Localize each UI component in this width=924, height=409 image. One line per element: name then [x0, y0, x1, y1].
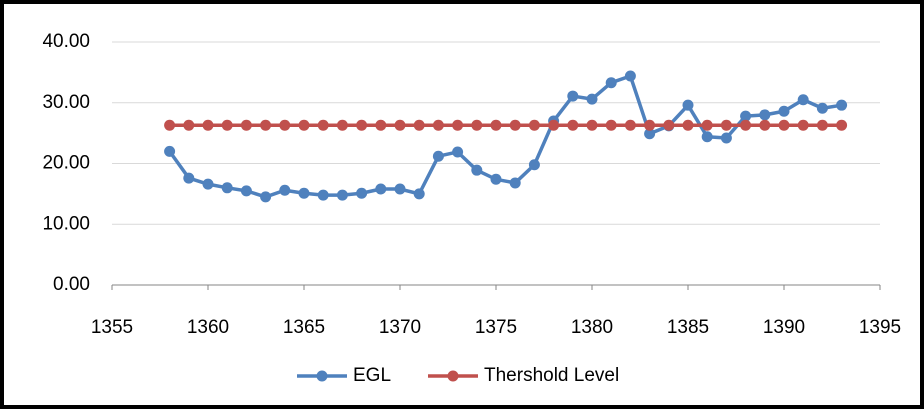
series-marker	[720, 132, 732, 144]
series-marker	[260, 119, 272, 131]
series-marker	[413, 188, 425, 200]
series-marker	[567, 90, 579, 102]
series-marker	[298, 119, 310, 131]
x-tick-label: 1375	[475, 317, 517, 338]
series-marker	[202, 178, 214, 190]
series-marker	[797, 119, 809, 131]
series-marker	[260, 191, 272, 203]
series-marker	[509, 177, 521, 189]
series-marker	[740, 110, 752, 122]
series-marker	[816, 102, 828, 114]
series-marker	[471, 119, 483, 131]
series-marker	[336, 119, 348, 131]
y-tick-label: 20.00	[42, 153, 90, 174]
series-marker	[797, 94, 809, 106]
series-marker	[605, 77, 617, 89]
series-marker	[183, 119, 195, 131]
x-tick-label: 1390	[763, 317, 805, 338]
series-marker	[452, 146, 464, 158]
series-marker	[586, 119, 598, 131]
series-marker	[375, 119, 387, 131]
series-marker	[624, 119, 636, 131]
series-marker	[317, 189, 329, 201]
series-marker	[720, 119, 732, 131]
series-marker	[778, 119, 790, 131]
series-marker	[509, 119, 521, 131]
series-marker	[816, 119, 828, 131]
y-tick-label: 40.00	[42, 31, 90, 52]
series-marker	[221, 119, 233, 131]
series-marker	[605, 119, 617, 131]
series-marker	[317, 119, 329, 131]
series-marker	[471, 164, 483, 176]
legend-marker	[447, 370, 459, 382]
series-marker	[164, 145, 176, 157]
series-marker	[836, 119, 848, 131]
series-marker	[183, 172, 195, 184]
series-marker	[394, 119, 406, 131]
legend-label: EGL	[353, 365, 391, 386]
series-marker	[778, 105, 790, 117]
series-marker	[240, 185, 252, 197]
series-marker	[567, 119, 579, 131]
series-marker	[644, 128, 656, 140]
series-marker	[701, 119, 713, 131]
series-marker	[740, 119, 752, 131]
series-marker	[548, 119, 560, 131]
series-marker	[279, 119, 291, 131]
series-marker	[164, 119, 176, 131]
x-tick-label: 1385	[667, 317, 709, 338]
x-tick-label: 1355	[91, 317, 133, 338]
series-marker	[759, 109, 771, 121]
y-tick-label: 10.00	[42, 213, 90, 234]
series-marker	[759, 119, 771, 131]
x-tick-label: 1395	[859, 317, 901, 338]
series-marker	[624, 70, 636, 82]
series-marker	[298, 187, 310, 199]
x-tick-label: 1365	[283, 317, 325, 338]
series-marker	[663, 119, 675, 131]
series-marker	[279, 184, 291, 196]
legend-marker	[316, 370, 328, 382]
series-marker	[490, 173, 502, 185]
series-marker	[452, 119, 464, 131]
series-marker	[394, 183, 406, 195]
series-marker	[432, 150, 444, 162]
series-marker	[356, 119, 368, 131]
legend-label: Thershold Level	[484, 365, 619, 386]
series-marker	[528, 119, 540, 131]
series-marker	[682, 99, 694, 111]
series-marker	[356, 187, 368, 199]
x-tick-label: 1380	[571, 317, 613, 338]
series-marker	[221, 182, 233, 194]
x-tick-label: 1370	[379, 317, 421, 338]
series-marker	[432, 119, 444, 131]
series-marker	[336, 189, 348, 201]
series-marker	[528, 159, 540, 171]
series-marker	[202, 119, 214, 131]
series-marker	[413, 119, 425, 131]
series-marker	[586, 93, 598, 105]
series-marker	[375, 183, 387, 195]
series-marker	[682, 119, 694, 131]
series-marker	[701, 131, 713, 143]
y-tick-label: 30.00	[42, 92, 90, 113]
series-marker	[836, 99, 848, 111]
x-tick-label: 1360	[187, 317, 229, 338]
series-marker	[644, 119, 656, 131]
series-marker	[240, 119, 252, 131]
y-tick-label: 0.00	[53, 274, 90, 295]
series-marker	[490, 119, 502, 131]
